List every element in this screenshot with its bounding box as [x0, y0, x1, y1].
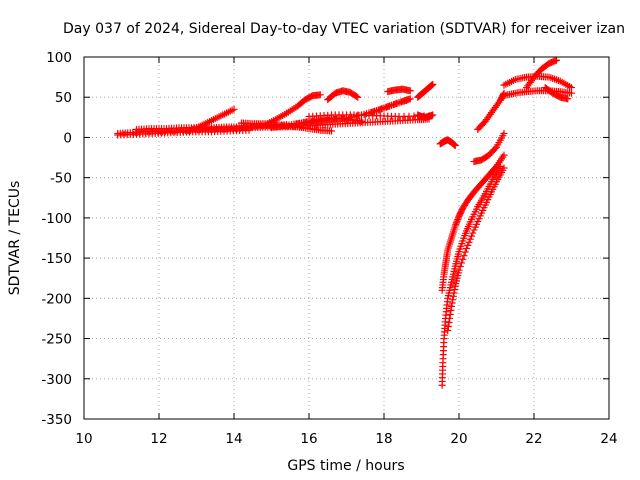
data-point-plus [448, 302, 455, 310]
x-tick-label: 18 [375, 431, 392, 447]
y-axis-ticks: 100 50 0 -50 -100 -150 -200 -250 -300 -350 [41, 50, 609, 428]
x-tick-label: 10 [75, 431, 92, 447]
data-point-plus [452, 220, 460, 228]
series-arc-19 [470, 129, 508, 166]
plot-frame [83, 56, 610, 420]
series-arc-23 [523, 56, 560, 92]
data-point-plus [447, 306, 455, 314]
data-point-plus [465, 238, 473, 246]
data-marks [114, 56, 575, 389]
series-arc-18 [444, 164, 508, 335]
y-tick-label: -100 [41, 211, 72, 227]
x-tick-label: 24 [600, 431, 617, 447]
series-arc-04 [185, 105, 238, 135]
x-axis-ticks: 10 12 14 16 18 20 22 24 [75, 57, 618, 447]
data-point-plus [500, 151, 508, 159]
y-tick-label: -200 [41, 291, 72, 307]
data-point-plus [461, 248, 469, 256]
data-point-plus [429, 111, 437, 119]
data-point-plus [459, 255, 467, 263]
x-tick-label: 22 [525, 431, 542, 447]
series-arc-12 [365, 95, 414, 117]
data-point-plus [354, 93, 362, 101]
data-point-plus [455, 266, 463, 274]
data-point-plus [466, 235, 474, 243]
data-point-plus [496, 162, 504, 170]
data-point-plus [454, 215, 462, 223]
data-point-plus [316, 91, 324, 99]
data-point-plus [568, 84, 575, 92]
data-point-plus [230, 105, 238, 113]
y-tick-label: 50 [55, 90, 72, 106]
data-point-plus [454, 214, 462, 222]
series-arc-14 [414, 111, 437, 121]
x-tick-label: 20 [450, 431, 467, 447]
data-point-plus [500, 129, 508, 137]
series-arc-06 [260, 91, 324, 129]
data-point-plus [406, 87, 414, 95]
data-point-plus [564, 95, 572, 103]
data-point-plus [358, 117, 365, 125]
y-tick-label: -150 [41, 251, 72, 267]
x-tick-label: 14 [225, 431, 242, 447]
data-point-plus [429, 80, 437, 88]
data-point-plus [353, 92, 360, 100]
x-tick-label: 16 [300, 431, 317, 447]
series-arc-24 [541, 84, 572, 103]
grid-lines [84, 57, 609, 419]
data-point-plus [453, 219, 460, 227]
x-tick-label: 12 [150, 431, 167, 447]
y-tick-label: 0 [63, 130, 72, 146]
series-arc-02 [114, 126, 253, 139]
data-point-plus [444, 322, 452, 330]
data-point-plus [460, 252, 468, 260]
data-point-plus [500, 164, 508, 172]
data-point-plus [446, 310, 454, 318]
data-point-plus [491, 144, 499, 152]
data-point-plus [451, 222, 459, 230]
data-point-plus [451, 141, 459, 149]
data-point-plus [464, 241, 472, 249]
chart-title: Day 037 of 2024, Sidereal Day-to-day VTE… [63, 21, 625, 37]
data-point-plus [446, 314, 454, 322]
data-point-plus [445, 318, 453, 326]
data-point-plus [451, 286, 459, 294]
data-point-plus [553, 56, 560, 64]
data-point-plus [469, 229, 477, 237]
y-tick-label: -250 [41, 332, 72, 348]
series-arc-11 [384, 85, 414, 96]
y-tick-label: -300 [41, 372, 72, 388]
series-arc-07 [324, 87, 362, 104]
series-arc-13 [414, 80, 437, 101]
data-point-plus [458, 259, 465, 267]
data-point-plus [449, 292, 457, 300]
data-point-plus [453, 217, 461, 225]
data-point-plus [448, 299, 456, 307]
data-point-plus [406, 95, 414, 103]
data-point-plus [468, 232, 475, 240]
y-axis-label: SDTVAR / TECUs [7, 181, 23, 296]
data-point-plus [463, 244, 470, 252]
data-point-plus [449, 296, 457, 304]
x-axis-label: GPS time / hours [287, 458, 404, 474]
y-tick-label: -50 [50, 171, 72, 187]
y-tick-label: -350 [41, 412, 72, 428]
y-tick-label: 100 [46, 50, 72, 66]
series-arc-17 [438, 162, 504, 389]
series-arc-15 [436, 136, 459, 149]
series-arc-16 [438, 151, 508, 294]
data-point-plus [444, 327, 452, 335]
data-point-plus [328, 127, 335, 135]
series-arc-22 [500, 72, 575, 92]
data-point-plus [450, 289, 458, 297]
data-point-plus [456, 263, 464, 271]
